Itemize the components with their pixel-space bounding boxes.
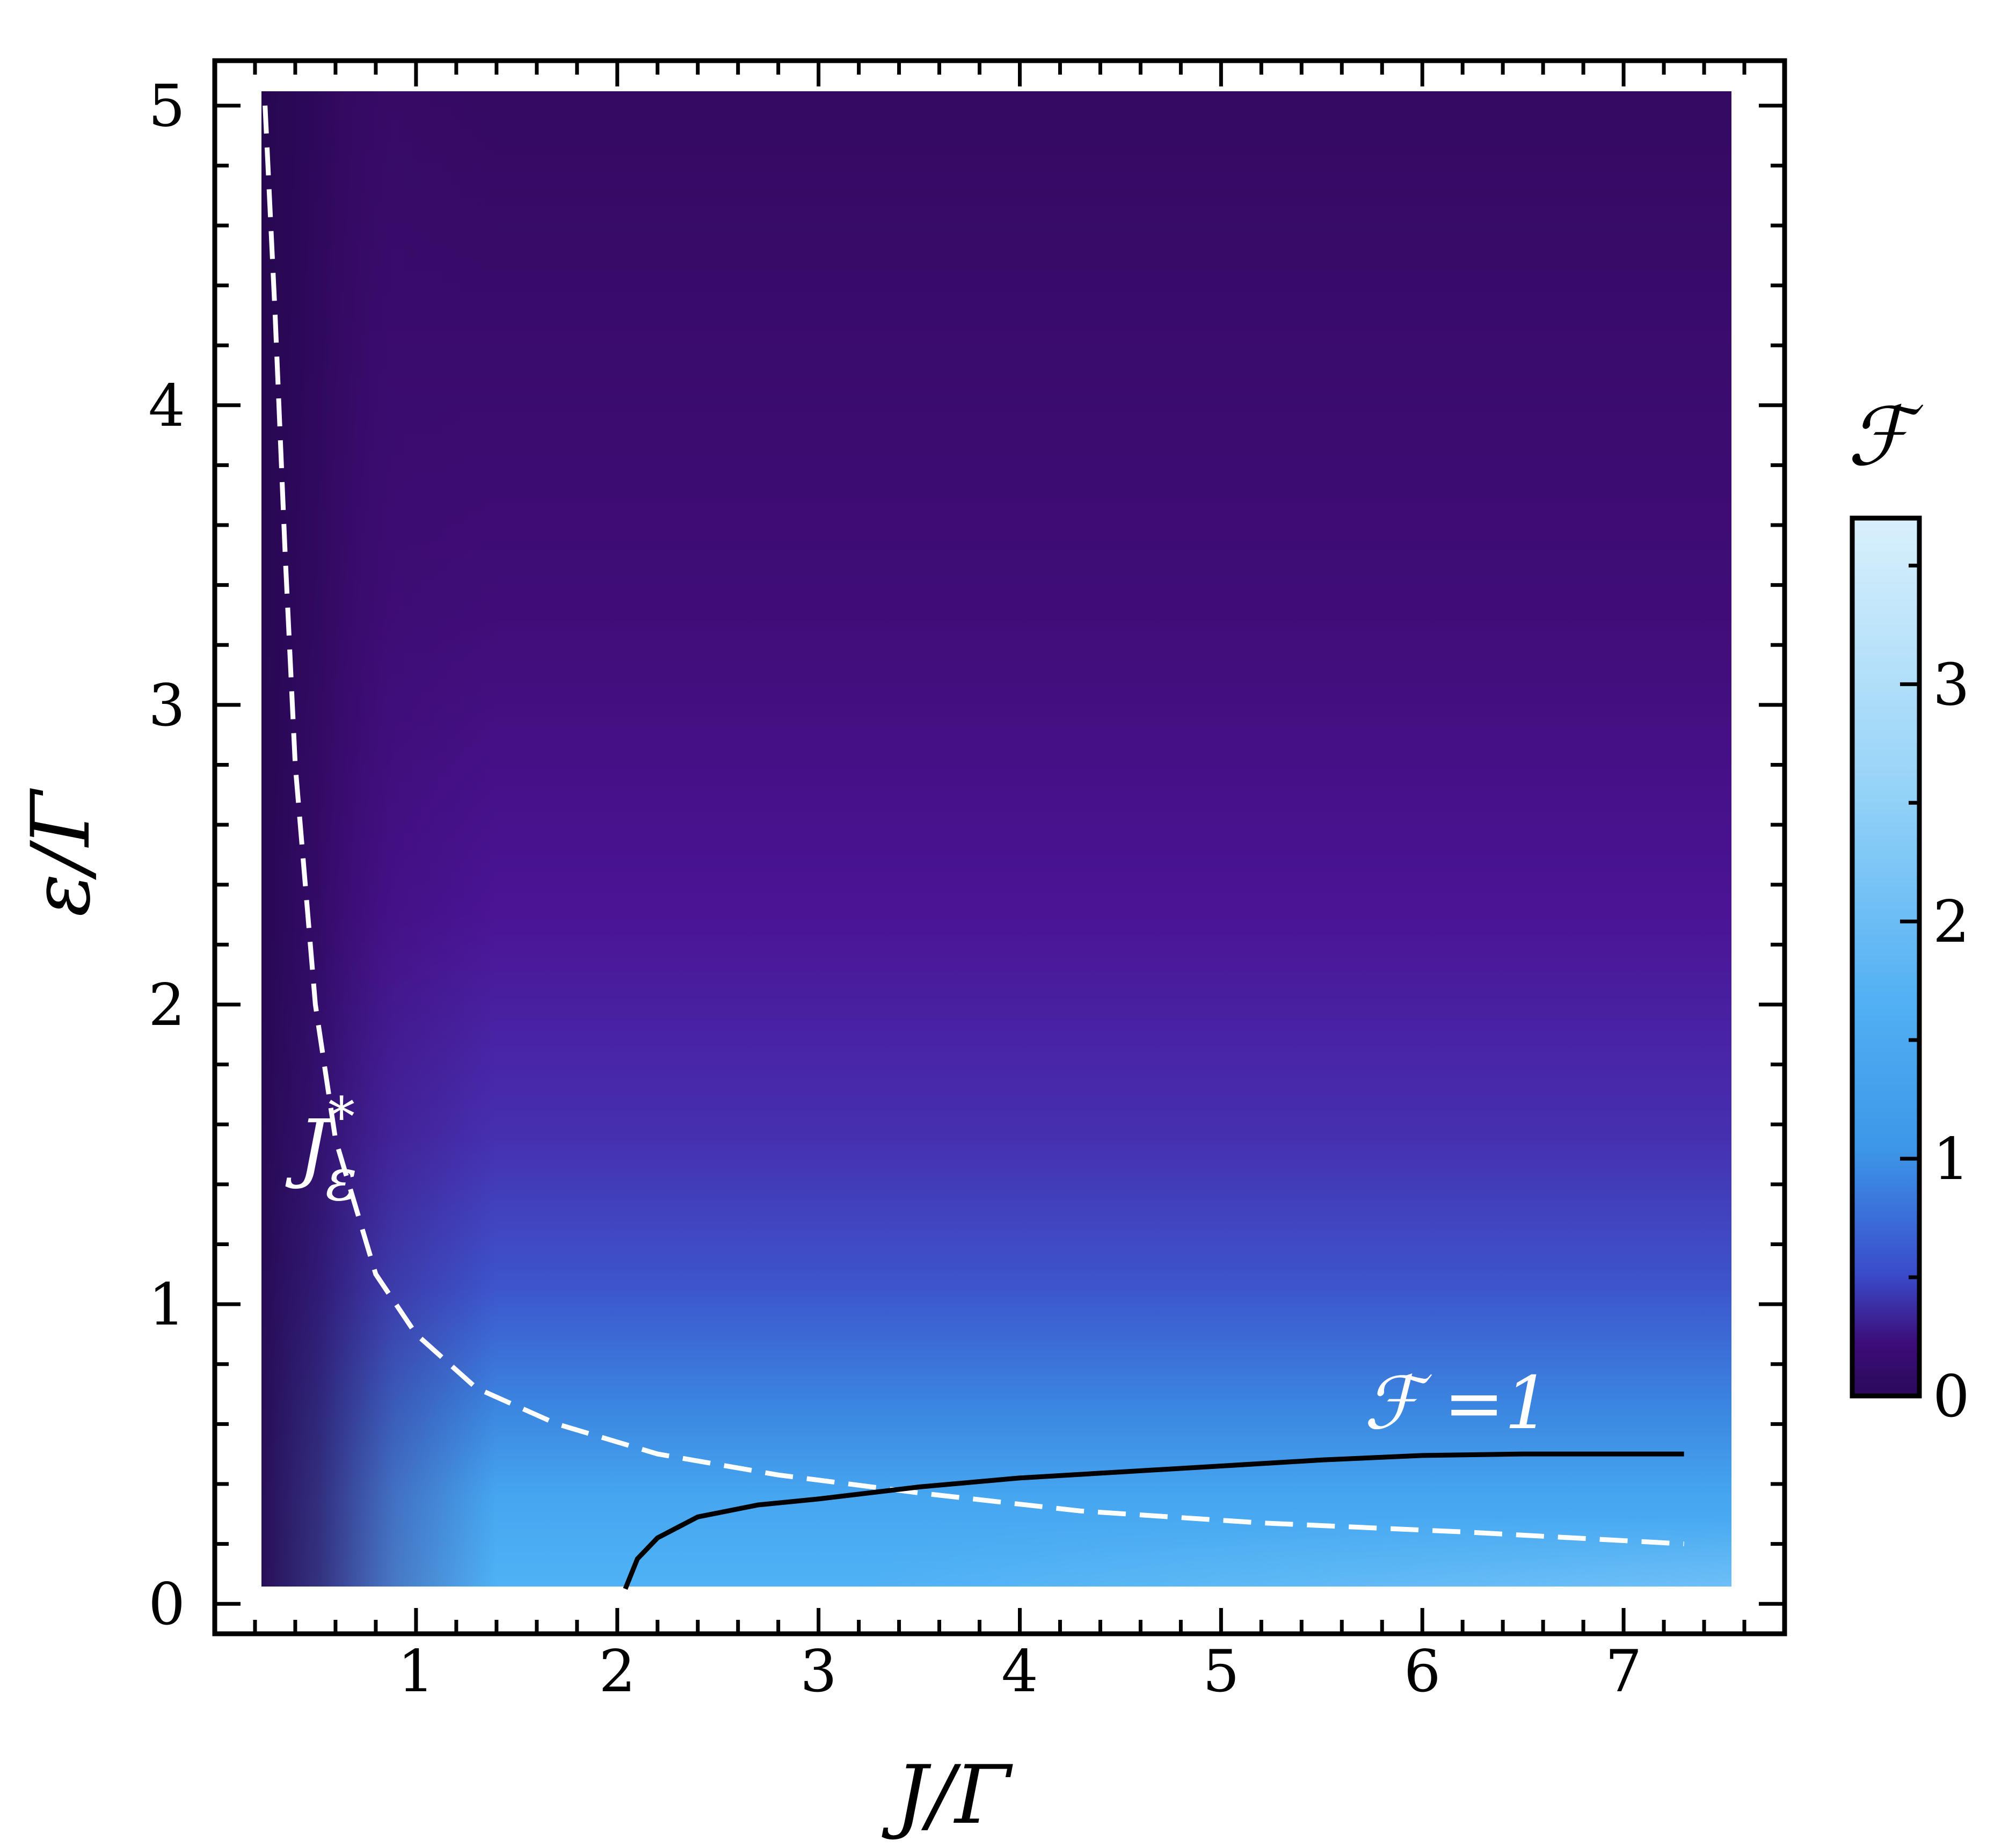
colorbar-ticks: [1900, 563, 1919, 1398]
colorbar-title: ℱ: [1847, 390, 1924, 484]
x-axis-title: J/Γ: [882, 1749, 1014, 1842]
heatmap-area: [261, 91, 1731, 1587]
x-tick-label: 4: [1001, 1638, 1038, 1705]
x-tick-label: 1: [398, 1638, 435, 1705]
y-tick-label: 4: [148, 373, 185, 440]
y-tick-label: 2: [148, 972, 185, 1039]
annotation-f-equals-1: ℱ =1: [1364, 1361, 1551, 1445]
colorbar: 0 1 2 3 ℱ: [1847, 390, 1970, 1430]
y-tick-label: 1: [148, 1271, 185, 1338]
frame-ticks: [215, 61, 1787, 1634]
colorbar-gradient: [1850, 515, 1922, 1399]
y-tick-label: 3: [148, 672, 185, 739]
x-tick-labels: 1 2 3 4 5 6 7: [398, 1638, 1642, 1705]
series-f-equals-1-curve: [623, 1451, 1684, 1590]
y-tick-label: 5: [148, 73, 185, 140]
colorbar-tick-label: 0: [1933, 1363, 1970, 1430]
series-j-star-curve: [263, 105, 1684, 1547]
y-tick-labels: 0 1 2 3 4 5: [148, 73, 185, 1638]
x-tick-label: 2: [599, 1638, 636, 1705]
x-tick-label: 6: [1404, 1638, 1441, 1705]
y-axis-title: ε/Γ: [14, 788, 108, 917]
x-tick-label: 7: [1605, 1638, 1642, 1705]
colorbar-tick-label: 1: [1933, 1126, 1970, 1193]
y-tick-label: 0: [148, 1571, 185, 1638]
colorbar-tick-label: 3: [1933, 651, 1970, 718]
x-tick-label: 3: [800, 1638, 837, 1705]
x-tick-label: 5: [1203, 1638, 1240, 1705]
colorbar-tick-label: 2: [1933, 889, 1970, 956]
colorbar-tick-labels: 0 1 2 3: [1933, 651, 1970, 1430]
